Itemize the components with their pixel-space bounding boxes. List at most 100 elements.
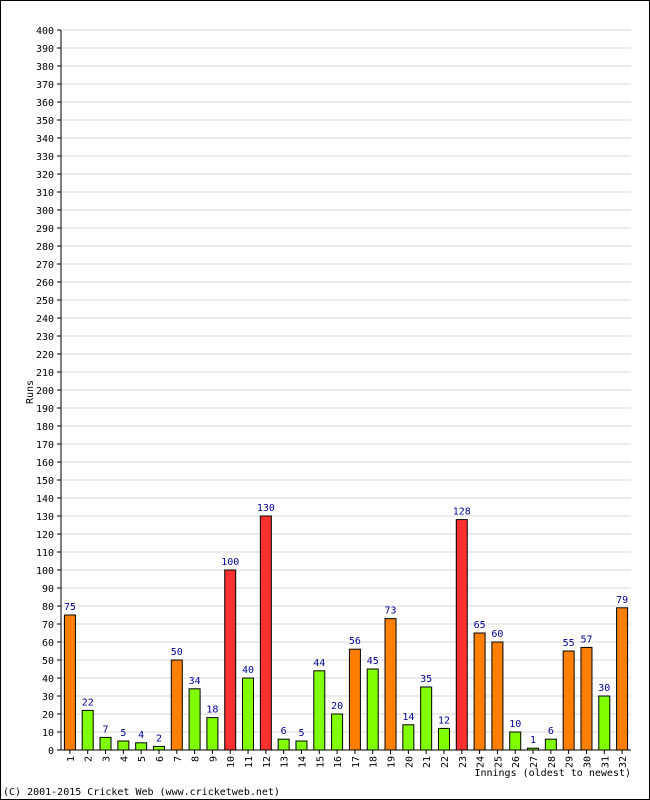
bar-innings-31	[598, 695, 611, 751]
bar-innings-3	[99, 736, 112, 751]
grid-lines	[61, 29, 631, 733]
bar-innings-8	[188, 688, 201, 751]
x-tick-label: 28	[547, 756, 558, 768]
x-tick-label: 19	[387, 756, 398, 768]
y-tick-label: 240	[36, 314, 54, 325]
y-tick-label: 310	[36, 188, 54, 199]
x-tick-label: 32	[618, 756, 629, 768]
value-label: 45	[367, 656, 379, 667]
value-label: 128	[453, 507, 471, 518]
bar-innings-20	[402, 724, 415, 751]
y-tick-label: 270	[36, 260, 54, 271]
bar-innings-9	[206, 717, 219, 751]
bar-innings-2	[81, 709, 94, 751]
value-label: 73	[385, 606, 397, 617]
y-tick-label: 130	[36, 512, 54, 523]
y-tick-label: 50	[42, 656, 54, 667]
y-tick-label: 140	[36, 494, 54, 505]
y-tick-label: 100	[36, 566, 54, 577]
x-tick-label: 25	[493, 756, 504, 768]
y-tick-label: 10	[42, 728, 54, 739]
value-label: 30	[598, 683, 610, 694]
bar-innings-4	[117, 740, 130, 751]
value-label: 5	[298, 728, 304, 739]
y-tick-label: 20	[42, 710, 54, 721]
x-tick-label: 12	[262, 756, 273, 768]
value-label: 14	[402, 712, 414, 723]
y-tick-label: 330	[36, 152, 54, 163]
bar-innings-17	[348, 648, 361, 751]
y-tick-label: 220	[36, 350, 54, 361]
x-tick-label: 6	[155, 756, 166, 762]
y-tick-label: 290	[36, 224, 54, 235]
value-label: 34	[189, 676, 201, 687]
y-tick-label: 280	[36, 242, 54, 253]
value-label: 100	[221, 557, 239, 568]
y-tick-label: 400	[36, 26, 54, 37]
bar-innings-11	[242, 677, 255, 751]
bar-innings-28	[544, 738, 557, 751]
value-label: 1	[530, 735, 536, 746]
y-axis-ticks: 0 10 20 30 40 50 60 70 80 90 100 110 120 130 140 150 160…	[36, 26, 61, 757]
value-label: 79	[616, 595, 628, 606]
y-tick-label: 0	[48, 746, 54, 757]
y-tick-label: 180	[36, 422, 54, 433]
bars	[63, 515, 629, 751]
bar-innings-29	[562, 650, 575, 751]
x-tick-label: 13	[280, 756, 291, 768]
x-tick-label: 27	[529, 756, 540, 768]
bar-innings-14	[295, 740, 308, 751]
value-label: 44	[313, 658, 325, 669]
y-tick-label: 90	[42, 584, 54, 595]
y-tick-label: 360	[36, 98, 54, 109]
bar-innings-19	[384, 618, 397, 751]
value-label: 130	[257, 503, 275, 514]
bar-innings-1	[63, 614, 76, 751]
y-tick-label: 250	[36, 296, 54, 307]
x-axis-label: Innings (oldest to newest)	[474, 768, 631, 779]
bar-innings-22	[437, 727, 450, 751]
x-tick-label: 17	[351, 756, 362, 768]
y-tick-label: 110	[36, 548, 54, 559]
value-label: 18	[206, 705, 218, 716]
value-label: 50	[171, 647, 183, 658]
x-tick-label: 18	[369, 756, 380, 768]
value-label: 57	[580, 634, 592, 645]
value-label: 55	[563, 638, 575, 649]
value-label: 5	[120, 728, 126, 739]
bar-innings-30	[580, 646, 593, 751]
y-tick-label: 390	[36, 44, 54, 55]
x-tick-label: 11	[244, 756, 255, 768]
bar-innings-5	[135, 742, 148, 751]
value-label: 10	[509, 719, 521, 730]
x-tick-label: 7	[173, 756, 184, 762]
x-tick-label: 26	[511, 756, 522, 768]
y-tick-label: 210	[36, 368, 54, 379]
y-tick-label: 80	[42, 602, 54, 613]
value-label: 20	[331, 701, 343, 712]
x-tick-label: 14	[297, 756, 308, 768]
x-tick-label: 29	[565, 756, 576, 768]
bar-innings-18	[366, 668, 379, 751]
bar-innings-15	[313, 670, 326, 751]
x-axis-ticks: 1 2 3 4 5 6 7 8 9 10 11 12 13 14 15 16 17 18 19 20 21 22 23 24 2…	[66, 750, 629, 768]
x-tick-label: 20	[404, 756, 415, 768]
y-tick-label: 120	[36, 530, 54, 541]
value-label: 60	[491, 629, 503, 640]
x-tick-label: 3	[102, 756, 113, 762]
y-tick-label: 150	[36, 476, 54, 487]
bar-innings-13	[277, 738, 290, 751]
y-tick-label: 380	[36, 62, 54, 73]
bar-innings-24	[473, 632, 486, 751]
value-label: 22	[82, 697, 94, 708]
x-tick-label: 21	[422, 756, 433, 768]
bar-innings-32	[616, 607, 629, 751]
x-tick-label: 10	[226, 756, 237, 768]
x-tick-label: 1	[66, 756, 77, 762]
y-tick-label: 200	[36, 386, 54, 397]
x-tick-label: 23	[458, 756, 469, 768]
y-tick-label: 60	[42, 638, 54, 649]
y-tick-label: 70	[42, 620, 54, 631]
